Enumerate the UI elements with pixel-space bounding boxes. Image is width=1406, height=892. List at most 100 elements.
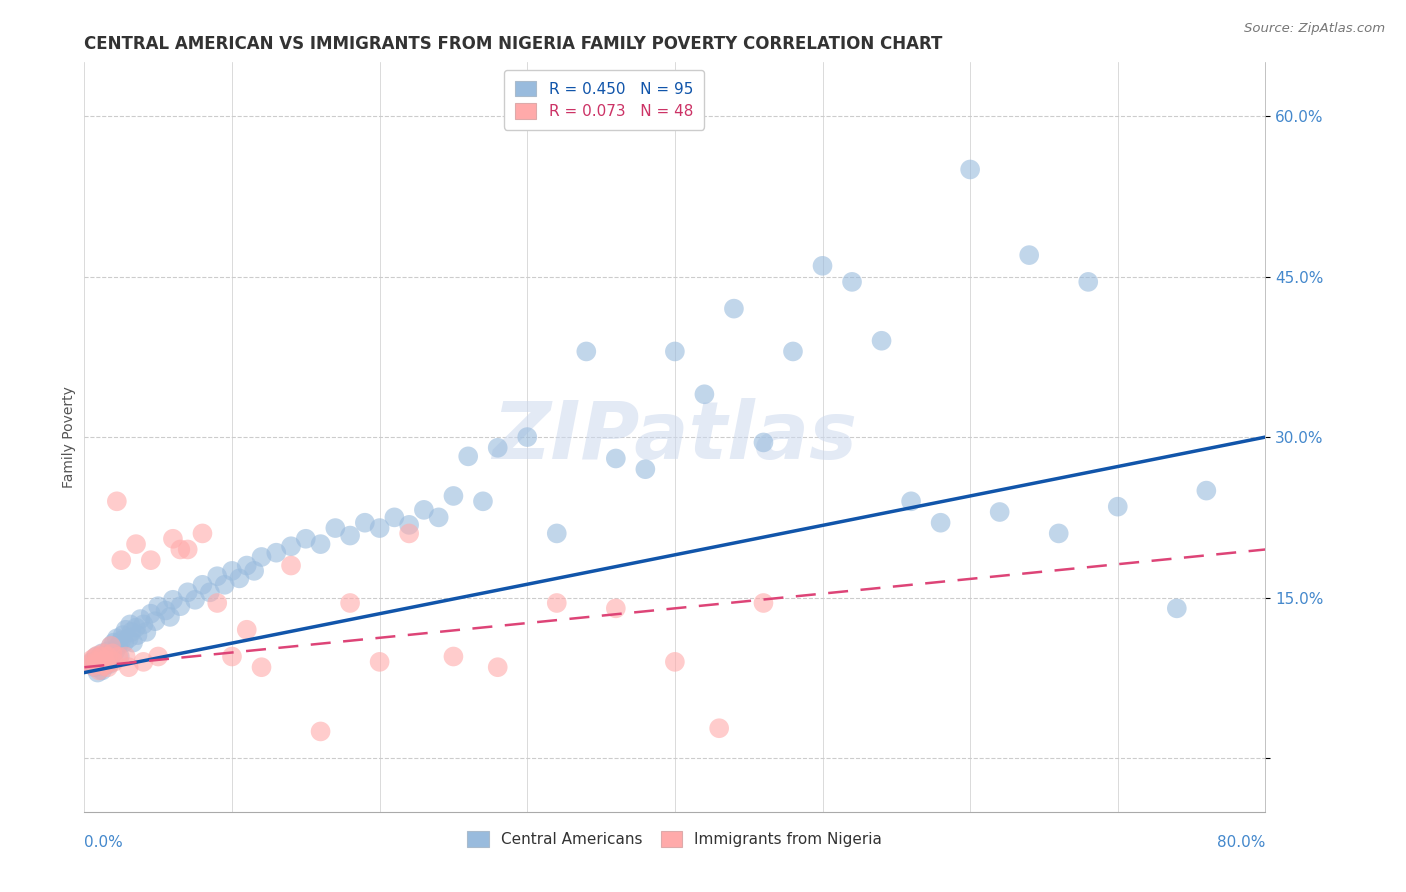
Point: [709, 721, 731, 735]
Point: [605, 451, 627, 466]
Point: [782, 344, 804, 359]
Point: [125, 621, 148, 635]
Point: [198, 585, 221, 599]
Point: [398, 526, 420, 541]
Point: [111, 628, 134, 642]
Point: [97, 660, 120, 674]
Point: [107, 649, 129, 664]
Point: [221, 564, 243, 578]
Point: [900, 494, 922, 508]
Point: [80, 655, 103, 669]
Point: [86, 665, 108, 680]
Point: [207, 596, 229, 610]
Point: [104, 644, 127, 658]
Point: [177, 542, 200, 557]
Point: [184, 592, 207, 607]
Point: [139, 607, 162, 621]
Point: [91, 664, 114, 678]
Point: [87, 657, 111, 671]
Point: [243, 564, 266, 578]
Text: 0.0%: 0.0%: [84, 835, 124, 850]
Point: [82, 659, 104, 673]
Point: [108, 649, 131, 664]
Point: [546, 526, 568, 541]
Point: [382, 510, 406, 524]
Point: [988, 505, 1011, 519]
Point: [112, 635, 135, 649]
Point: [236, 623, 259, 637]
Point: [127, 628, 149, 642]
Point: [90, 649, 112, 664]
Point: [97, 653, 120, 667]
Point: [752, 435, 775, 450]
Point: [87, 664, 111, 678]
Text: ZIPatlas: ZIPatlas: [492, 398, 858, 476]
Point: [339, 528, 361, 542]
Point: [129, 612, 152, 626]
Point: [427, 510, 450, 524]
Point: [486, 660, 509, 674]
Point: [101, 646, 124, 660]
Point: [110, 633, 132, 648]
Y-axis label: Family Poverty: Family Poverty: [62, 386, 76, 488]
Point: [605, 601, 627, 615]
Point: [929, 516, 952, 530]
Point: [664, 655, 686, 669]
Point: [516, 430, 538, 444]
Point: [443, 649, 465, 664]
Point: [752, 596, 775, 610]
Point: [97, 649, 120, 664]
Point: [139, 553, 162, 567]
Point: [120, 617, 142, 632]
Point: [93, 655, 115, 669]
Point: [96, 657, 118, 671]
Point: [1166, 601, 1188, 615]
Point: [155, 603, 177, 617]
Point: [97, 644, 120, 658]
Point: [486, 441, 509, 455]
Point: [664, 344, 686, 359]
Point: [132, 655, 155, 669]
Point: [295, 532, 318, 546]
Point: [1018, 248, 1040, 262]
Point: [811, 259, 834, 273]
Text: Source: ZipAtlas.com: Source: ZipAtlas.com: [1244, 22, 1385, 36]
Legend: Central Americans, Immigrants from Nigeria: Central Americans, Immigrants from Niger…: [458, 822, 891, 856]
Point: [443, 489, 465, 503]
Point: [325, 521, 347, 535]
Point: [103, 635, 125, 649]
Point: [121, 624, 143, 639]
Point: [207, 569, 229, 583]
Point: [91, 646, 114, 660]
Point: [122, 635, 145, 649]
Point: [959, 162, 981, 177]
Point: [841, 275, 863, 289]
Point: [105, 632, 128, 646]
Point: [280, 558, 302, 573]
Point: [132, 617, 155, 632]
Point: [162, 592, 184, 607]
Point: [266, 546, 288, 560]
Point: [96, 657, 118, 671]
Point: [214, 578, 236, 592]
Point: [125, 537, 148, 551]
Point: [309, 537, 332, 551]
Point: [93, 659, 115, 673]
Point: [177, 585, 200, 599]
Point: [472, 494, 495, 508]
Point: [1195, 483, 1218, 498]
Point: [398, 517, 420, 532]
Point: [228, 571, 250, 585]
Point: [159, 610, 181, 624]
Text: CENTRAL AMERICAN VS IMMIGRANTS FROM NIGERIA FAMILY POVERTY CORRELATION CHART: CENTRAL AMERICAN VS IMMIGRANTS FROM NIGE…: [84, 35, 943, 53]
Point: [90, 649, 112, 664]
Point: [84, 655, 107, 669]
Point: [83, 650, 105, 665]
Point: [96, 648, 118, 663]
Point: [1047, 526, 1070, 541]
Point: [83, 660, 105, 674]
Point: [135, 624, 157, 639]
Point: [94, 650, 117, 665]
Point: [1107, 500, 1129, 514]
Point: [870, 334, 893, 348]
